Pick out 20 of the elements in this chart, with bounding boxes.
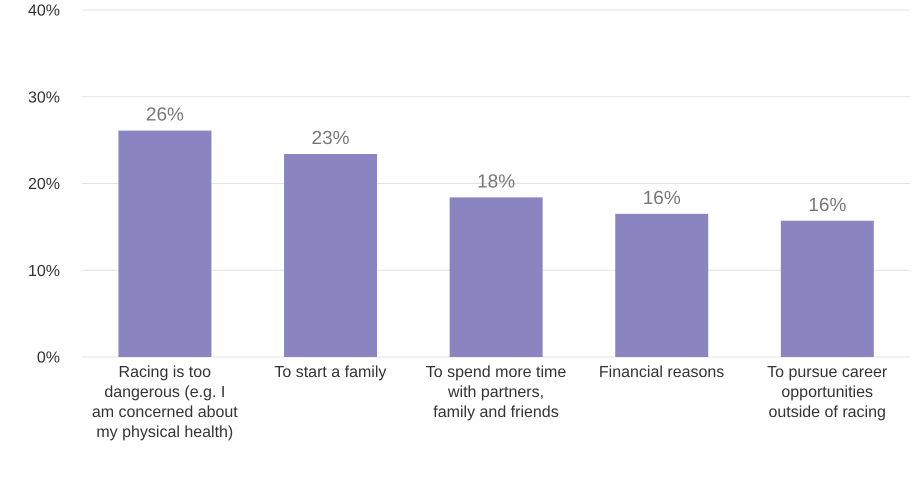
x-tick-label: Financial reasons — [598, 364, 724, 381]
x-tick-label: To start a family — [274, 364, 386, 381]
bar — [615, 214, 708, 357]
y-tick-label: 0% — [36, 350, 60, 367]
data-label: 18% — [477, 171, 516, 192]
bar — [450, 197, 543, 357]
data-label: 23% — [312, 128, 350, 150]
bar — [284, 154, 378, 357]
bar — [780, 220, 874, 357]
data-label: 16% — [808, 194, 846, 216]
data-label: 16% — [642, 188, 681, 209]
y-tick-label: 10% — [28, 262, 60, 280]
y-tick-label: 30% — [28, 89, 60, 106]
y-tick-label: 40% — [28, 2, 60, 20]
bar — [118, 130, 212, 357]
data-label: 26% — [146, 104, 184, 126]
x-tick-label: Racing is too dangerous (e.g. I am concerned about my physical health) — [92, 364, 238, 441]
x-tick-label: To spend more time with partners, family and friends — [426, 364, 566, 421]
x-tick-label: To pursue career opportunities outside of racing — [767, 364, 888, 421]
y-tick-label: 20% — [28, 176, 60, 194]
